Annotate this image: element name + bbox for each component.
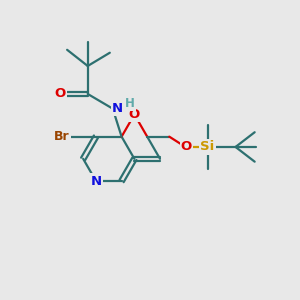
- Text: Si: Si: [200, 140, 215, 154]
- Text: O: O: [181, 140, 192, 153]
- Text: O: O: [55, 88, 66, 100]
- Text: Br: Br: [54, 130, 70, 143]
- Text: O: O: [129, 108, 140, 121]
- Text: H: H: [125, 97, 135, 110]
- Text: N: N: [90, 175, 101, 188]
- Text: N: N: [112, 102, 123, 115]
